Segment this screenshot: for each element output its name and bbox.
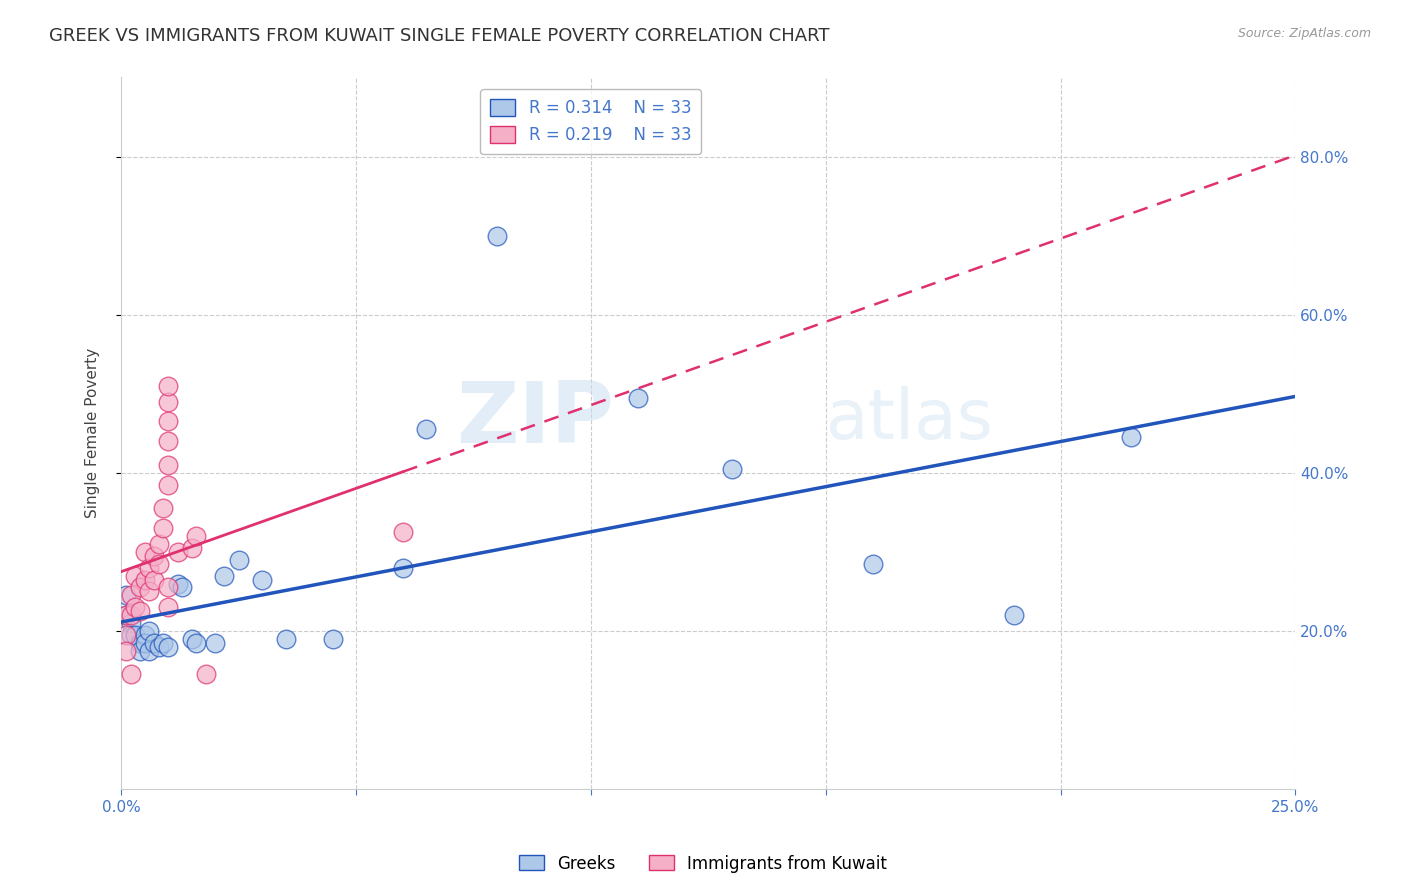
Point bbox=[321, 632, 343, 646]
Text: GREEK VS IMMIGRANTS FROM KUWAIT SINGLE FEMALE POVERTY CORRELATION CHART: GREEK VS IMMIGRANTS FROM KUWAIT SINGLE F… bbox=[49, 27, 830, 45]
Point bbox=[129, 604, 152, 618]
Point bbox=[186, 529, 208, 543]
Point bbox=[180, 541, 202, 555]
Point bbox=[152, 521, 174, 535]
Point bbox=[120, 628, 142, 642]
Point bbox=[120, 616, 142, 631]
Point bbox=[143, 636, 166, 650]
Point bbox=[124, 568, 146, 582]
Point bbox=[166, 545, 188, 559]
Point bbox=[114, 588, 136, 602]
Point bbox=[415, 422, 437, 436]
Point bbox=[148, 640, 170, 654]
Point bbox=[120, 667, 142, 681]
Point bbox=[114, 608, 136, 623]
Point bbox=[157, 477, 180, 491]
Point bbox=[194, 667, 217, 681]
Point bbox=[180, 632, 202, 646]
Point bbox=[138, 644, 160, 658]
Point bbox=[143, 573, 166, 587]
Point bbox=[124, 600, 146, 615]
Point bbox=[152, 636, 174, 650]
Y-axis label: Single Female Poverty: Single Female Poverty bbox=[86, 348, 100, 518]
Point bbox=[143, 549, 166, 563]
Point bbox=[114, 644, 136, 658]
Legend: R = 0.314    N = 33, R = 0.219    N = 33: R = 0.314 N = 33, R = 0.219 N = 33 bbox=[481, 89, 702, 154]
Point bbox=[129, 581, 152, 595]
Point bbox=[157, 434, 180, 449]
Point bbox=[124, 628, 146, 642]
Point bbox=[627, 391, 650, 405]
Point bbox=[138, 584, 160, 599]
Point bbox=[228, 553, 250, 567]
Point bbox=[204, 636, 226, 650]
Point bbox=[392, 525, 415, 540]
Point bbox=[148, 537, 170, 551]
Point bbox=[148, 557, 170, 571]
Point bbox=[172, 581, 194, 595]
Point bbox=[157, 394, 180, 409]
Text: Source: ZipAtlas.com: Source: ZipAtlas.com bbox=[1237, 27, 1371, 40]
Point bbox=[120, 608, 142, 623]
Point bbox=[274, 632, 297, 646]
Point bbox=[114, 628, 136, 642]
Point bbox=[1119, 430, 1142, 444]
Point bbox=[166, 576, 188, 591]
Point bbox=[485, 228, 508, 243]
Point bbox=[250, 573, 273, 587]
Text: ZIP: ZIP bbox=[457, 377, 614, 460]
Point bbox=[157, 600, 180, 615]
Point bbox=[138, 624, 160, 638]
Point bbox=[157, 458, 180, 472]
Point bbox=[134, 636, 156, 650]
Point bbox=[720, 462, 742, 476]
Point bbox=[152, 501, 174, 516]
Point bbox=[114, 608, 136, 623]
Point bbox=[157, 640, 180, 654]
Point bbox=[392, 560, 415, 574]
Point bbox=[186, 636, 208, 650]
Point bbox=[138, 560, 160, 574]
Point bbox=[1002, 608, 1025, 623]
Legend: Greeks, Immigrants from Kuwait: Greeks, Immigrants from Kuwait bbox=[512, 848, 894, 880]
Point bbox=[129, 644, 152, 658]
Point bbox=[157, 414, 180, 428]
Point bbox=[129, 636, 152, 650]
Text: atlas: atlas bbox=[825, 385, 994, 452]
Point bbox=[862, 557, 884, 571]
Point bbox=[157, 379, 180, 393]
Point bbox=[120, 588, 142, 602]
Point bbox=[134, 545, 156, 559]
Point bbox=[157, 581, 180, 595]
Point bbox=[134, 628, 156, 642]
Point bbox=[214, 568, 236, 582]
Point bbox=[134, 573, 156, 587]
